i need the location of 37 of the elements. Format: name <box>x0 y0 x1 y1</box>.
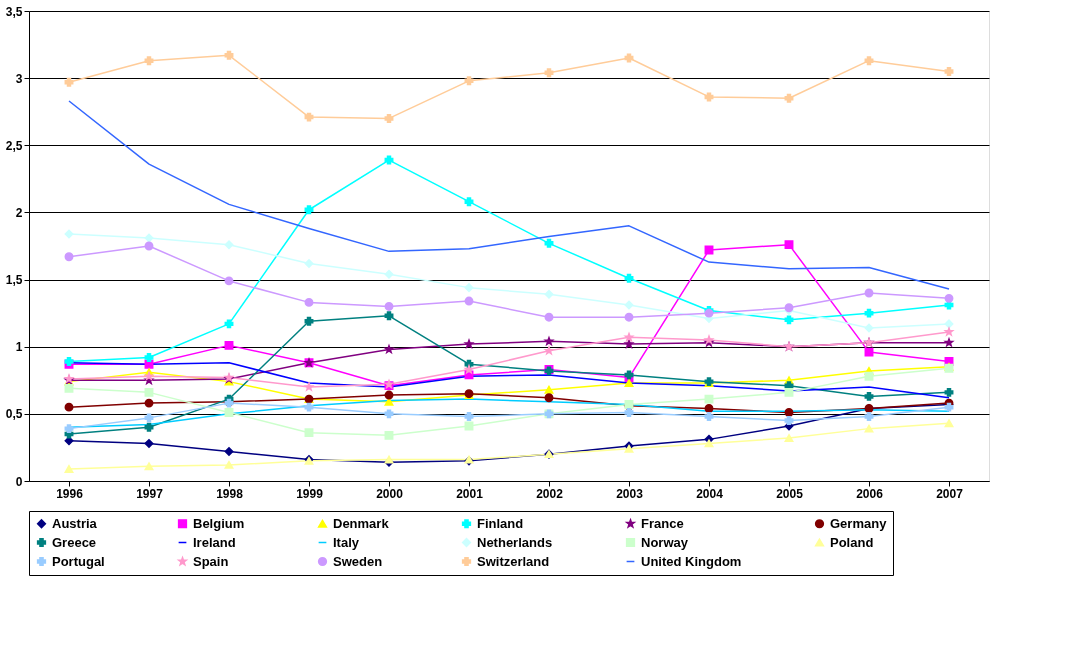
x-tick-label: 2000 <box>376 486 404 501</box>
x-tick-label: 1996 <box>56 486 84 501</box>
y-tick-label: 1,5 <box>5 273 23 288</box>
legend-label: Germany <box>830 515 888 531</box>
legend-label: Finland <box>477 515 524 531</box>
legend-label: Austria <box>52 515 98 531</box>
x-tick-label: 2006 <box>856 486 884 501</box>
x-tick-label: 2004 <box>696 486 724 501</box>
x-tick-label: 2001 <box>456 486 484 501</box>
legend-label: Switzerland <box>477 553 550 569</box>
legend-label: Italy <box>333 534 360 550</box>
x-tick-label: 2005 <box>776 486 804 501</box>
legend-label: France <box>641 515 684 531</box>
x-tick-label: 1999 <box>296 486 324 501</box>
legend-label: Belgium <box>193 515 245 531</box>
legend-label: Spain <box>193 553 229 569</box>
legend-label: Ireland <box>193 534 236 550</box>
x-tick-label: 2007 <box>936 486 964 501</box>
y-tick-label: 2 <box>15 205 23 220</box>
legend-label: Poland <box>830 534 874 550</box>
y-tick-label: 1 <box>15 340 23 355</box>
y-tick-label: 0,5 <box>5 407 23 422</box>
y-tick-label: 3 <box>15 71 23 86</box>
x-tick-label: 2002 <box>536 486 564 501</box>
y-tick-label: 2,5 <box>5 138 23 153</box>
legend-label: Portugal <box>52 553 105 569</box>
legend-label: Denmark <box>333 515 390 531</box>
y-tick-label: 0 <box>15 474 23 489</box>
x-tick-label: 1997 <box>136 486 164 501</box>
legend-label: Sweden <box>333 553 383 569</box>
y-tick-label: 3,5 <box>5 4 23 19</box>
legend-label: Norway <box>641 534 689 550</box>
x-tick-label: 1998 <box>216 486 244 501</box>
legend-label: Netherlands <box>477 534 553 550</box>
x-tick-label: 2003 <box>616 486 644 501</box>
legend-label: Greece <box>52 534 97 550</box>
legend-label: United Kingdom <box>641 553 742 569</box>
